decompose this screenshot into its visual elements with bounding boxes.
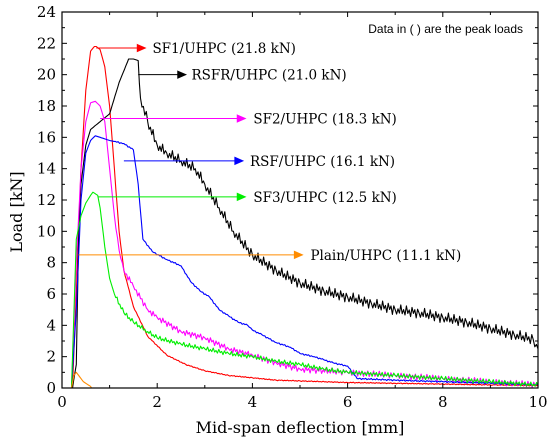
- x-tick-label: 4: [248, 393, 258, 411]
- chart-note: Data in ( ) are the peak loads: [368, 22, 523, 36]
- annotation-label: RSF/UHPC (16.1 kN): [250, 154, 395, 170]
- annotation-arrow-head: [234, 156, 245, 166]
- y-tick-label: 22: [37, 34, 56, 52]
- y-tick-label: 20: [37, 66, 56, 84]
- x-tick-label: 2: [152, 393, 162, 411]
- y-tick-label: 16: [37, 128, 56, 146]
- annotation-arrow-head: [293, 250, 304, 260]
- annotations-layer: SF1/UHPC (21.8 kN) RSFR/UHPC (21.0 kN) SF2…: [78, 41, 461, 264]
- series-line-rsf-uhpc: [70, 135, 539, 389]
- y-tick-label: 0: [46, 379, 56, 397]
- series-line-plain-uhpc: [70, 371, 92, 389]
- series-line-sf2-uhpc: [70, 100, 539, 389]
- series-line-sf3-uhpc: [70, 191, 539, 389]
- annotation-label: SF1/UHPC (21.8 kN): [152, 41, 295, 57]
- annotation-arrow-head: [236, 114, 247, 123]
- y-tick-label: 12: [37, 191, 56, 209]
- y-tick-label: 10: [37, 222, 56, 240]
- annotation-arrow-head: [136, 43, 147, 53]
- annotation-arrow-head: [236, 192, 247, 202]
- x-tick-label: 8: [438, 393, 448, 411]
- annotation-label: RSFR/UHPC (21.0 kN): [191, 68, 346, 84]
- y-tick-label: 14: [37, 160, 56, 178]
- annotation-label: Plain/UHPC (11.1 kN): [310, 248, 461, 264]
- y-tick-label: 24: [37, 3, 56, 21]
- y-tick-label: 6: [46, 285, 56, 303]
- series-line-rsfr-uhpc: [71, 58, 539, 389]
- x-tick-label: 6: [343, 393, 353, 411]
- x-tick-label: 10: [528, 393, 547, 411]
- series-layer: [70, 45, 539, 389]
- y-tick-label: 18: [37, 97, 56, 115]
- annotation-label: SF2/UHPC (18.3 kN): [253, 112, 396, 128]
- annotation-label: SF3/UHPC (12.5 kN): [253, 190, 396, 206]
- annotation-arrow-head: [177, 70, 188, 79]
- x-axis-title: Mid-span deflection [mm]: [196, 418, 405, 437]
- series-line-sf1-uhpc: [71, 45, 539, 389]
- x-tick-label: 0: [57, 393, 67, 411]
- y-tick-label: 4: [46, 316, 56, 334]
- y-axis-title: Load [kN]: [7, 171, 26, 252]
- y-tick-label: 2: [46, 348, 56, 366]
- y-tick-label: 8: [46, 254, 56, 272]
